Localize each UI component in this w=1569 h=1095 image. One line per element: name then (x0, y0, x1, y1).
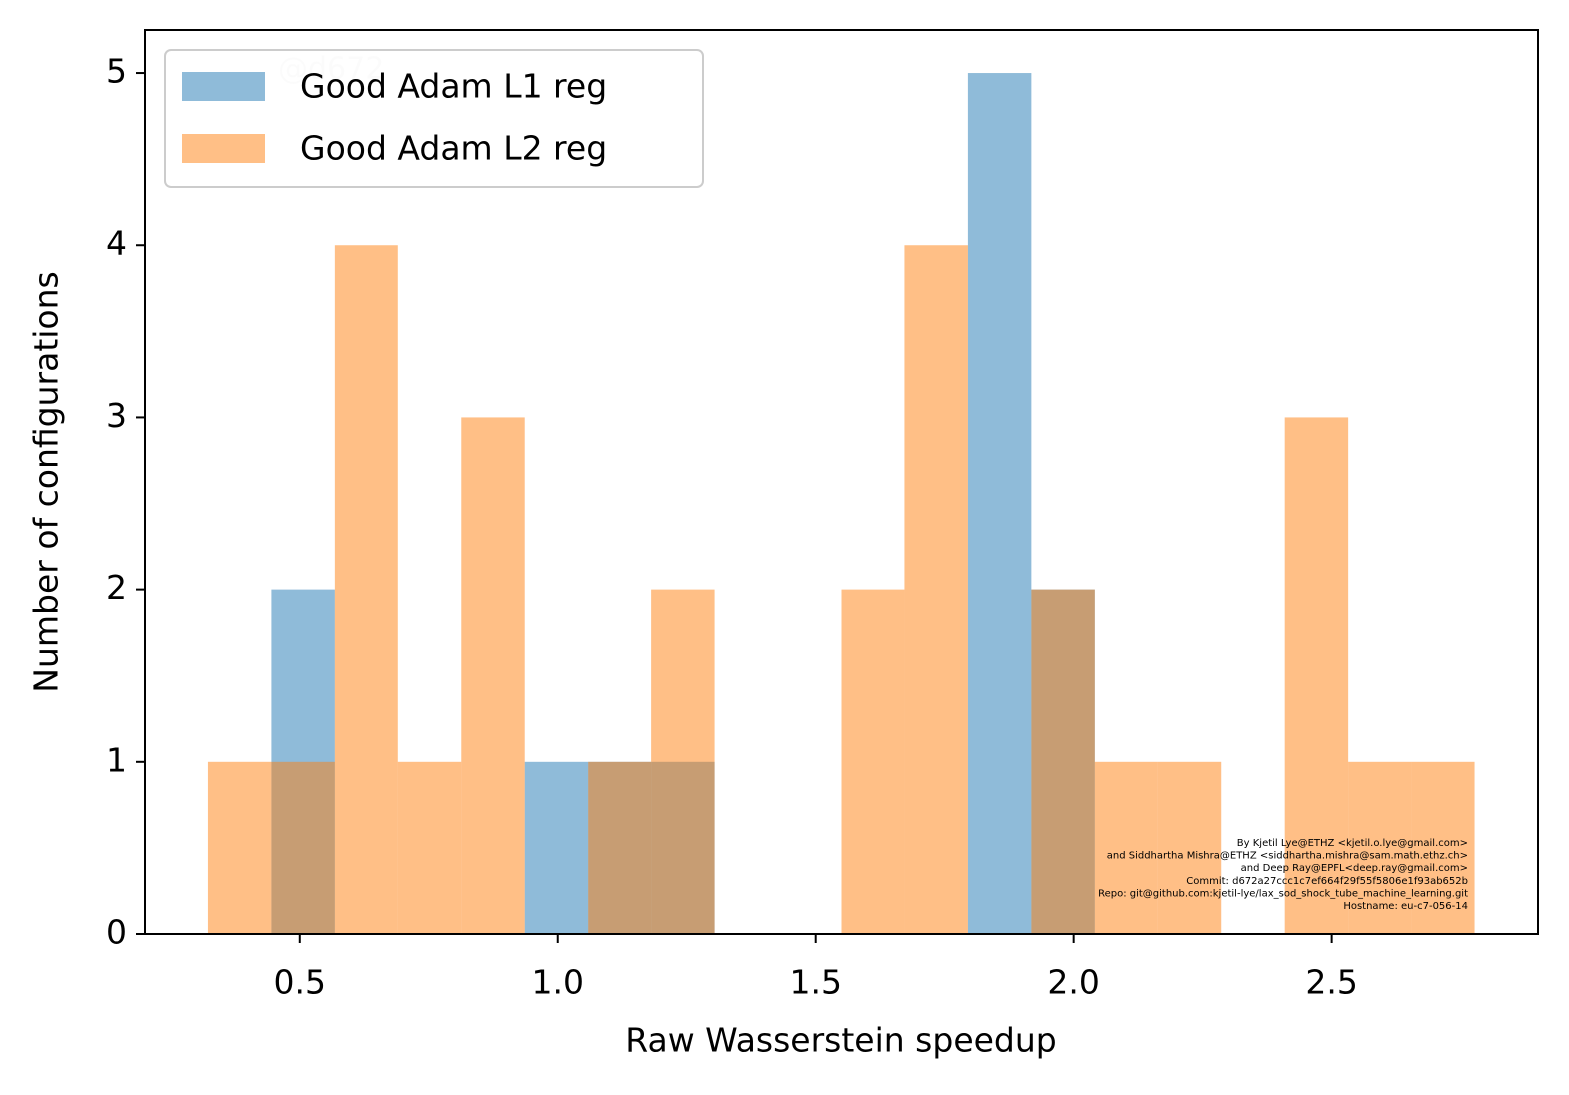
histogram-bar (1411, 761, 1475, 934)
y-tick-label: 0 (106, 913, 127, 952)
histogram-bar (904, 245, 968, 934)
histogram-bar (524, 761, 589, 934)
x-tick-label: 2.0 (1047, 963, 1099, 1002)
histogram-bar (588, 761, 652, 934)
x-tick-label: 0.5 (274, 963, 326, 1002)
histogram-bar (334, 245, 398, 934)
histogram-bar (651, 589, 715, 934)
y-tick-label: 5 (106, 52, 127, 91)
x-tick-label: 1.0 (531, 963, 583, 1002)
y-tick-label: 4 (106, 224, 127, 263)
histogram-bar (841, 589, 905, 934)
annotation: Repo: git@github.com:kjetil-lye/lax_sod_… (1098, 888, 1468, 899)
histogram-bar (1157, 761, 1222, 934)
x-tick-label: 1.5 (789, 963, 841, 1002)
histogram-bar (1031, 589, 1095, 934)
annotation: By Kjetil Lye@ETHZ <kjetil.o.lye@gmail.c… (1237, 838, 1468, 849)
histogram-bar (461, 417, 525, 934)
histogram-bar (1348, 761, 1412, 934)
legend-swatch (182, 72, 265, 101)
annotation: Hostname: eu-c7-056-14 (1343, 901, 1468, 912)
legend-swatch (182, 134, 265, 163)
histogram-bar (271, 761, 335, 934)
x-axis-label: Raw Wasserstein speedup (625, 1021, 1056, 1060)
histogram-bar (967, 73, 1032, 935)
legend-box (164, 49, 704, 188)
histogram-bar (397, 761, 462, 934)
y-tick-label: 2 (106, 568, 127, 607)
y-axis-label: Number of configurations (27, 271, 66, 692)
histogram-bar (1284, 417, 1349, 934)
y-tick-label: 1 (106, 740, 127, 779)
y-tick-label: 3 (106, 396, 127, 435)
annotation: Commit: d672a27ccc1c7ef664f29f55f5806e1f… (1186, 876, 1468, 887)
histogram-bar (207, 761, 272, 934)
annotation: and Siddhartha Mishra@ETHZ <siddhartha.m… (1107, 851, 1468, 862)
annotation: and Deep Ray@EPFL<deep.ray@gmail.com> (1241, 863, 1468, 874)
histogram-bar (1094, 761, 1158, 934)
plot-frame (144, 29, 1539, 935)
legend-label: Good Adam L2 reg (300, 129, 607, 168)
legend-label: Good Adam L1 reg (300, 67, 607, 106)
x-tick-label: 2.5 (1305, 963, 1357, 1002)
